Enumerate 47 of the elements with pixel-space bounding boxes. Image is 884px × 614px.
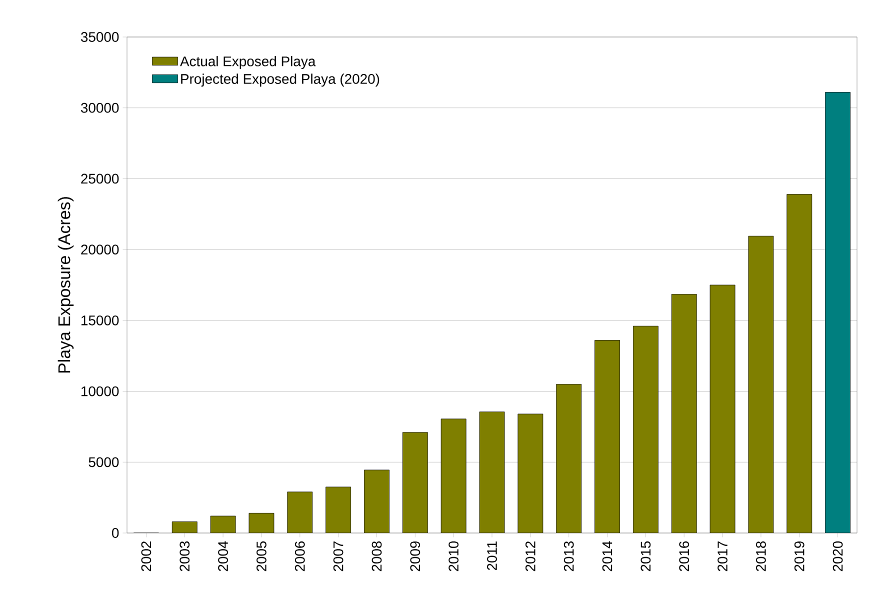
bar bbox=[710, 284, 736, 533]
y-tick-label: 15000 bbox=[82, 315, 119, 326]
bar bbox=[594, 340, 620, 533]
x-tick-label: 2013 bbox=[564, 541, 574, 572]
x-tick-label: 2007 bbox=[333, 541, 344, 572]
x-tick-label: 2020 bbox=[832, 541, 843, 572]
x-tick-label: 2011 bbox=[487, 541, 497, 570]
bar bbox=[518, 414, 543, 533]
bar bbox=[248, 513, 274, 533]
bar bbox=[556, 384, 582, 533]
bar bbox=[172, 522, 198, 533]
bar bbox=[672, 294, 697, 533]
x-tick-label: 2017 bbox=[718, 541, 728, 572]
bar bbox=[480, 412, 505, 533]
legend-label: Actual Exposed Playa bbox=[180, 56, 316, 70]
x-tick-label: 2009 bbox=[410, 541, 420, 572]
bar bbox=[748, 236, 774, 533]
bar bbox=[441, 418, 466, 533]
bar bbox=[786, 194, 812, 533]
x-tick-label: 2003 bbox=[180, 541, 190, 572]
y-tick-label: 10000 bbox=[82, 386, 119, 396]
bar bbox=[326, 486, 351, 533]
x-tick-label: 2010 bbox=[448, 541, 459, 572]
bar bbox=[287, 492, 312, 533]
bar bbox=[402, 432, 428, 533]
x-tick-label: 2019 bbox=[794, 541, 804, 572]
x-tick-label: 2012 bbox=[525, 541, 536, 572]
y-tick-label: 25000 bbox=[81, 174, 119, 184]
x-tick-label: 2002 bbox=[141, 541, 152, 572]
x-tick-label: 2018 bbox=[756, 541, 766, 572]
bar bbox=[633, 326, 658, 533]
y-tick-label: 30000 bbox=[80, 102, 119, 113]
x-tick-label: 2016 bbox=[679, 541, 690, 572]
x-tick-label: 2006 bbox=[294, 541, 305, 572]
y-tick-label: 35000 bbox=[80, 32, 119, 42]
bar bbox=[210, 516, 236, 533]
y-tick-label: 5000 bbox=[88, 457, 119, 468]
x-tick-label: 2005 bbox=[256, 541, 266, 572]
bar bbox=[364, 470, 390, 533]
x-tick-label: 2008 bbox=[372, 541, 382, 572]
x-tick-label: 2004 bbox=[218, 541, 228, 572]
y-tick-label: 20000 bbox=[81, 244, 119, 255]
x-tick-label: 2015 bbox=[640, 541, 651, 572]
legend-label: Projected Exposed Playa (2020) bbox=[181, 74, 380, 87]
x-tick-label: 2014 bbox=[602, 541, 612, 572]
y-tick-label: 0 bbox=[112, 528, 119, 538]
y-axis-title: Playa Exposure (Acres) bbox=[58, 197, 74, 373]
